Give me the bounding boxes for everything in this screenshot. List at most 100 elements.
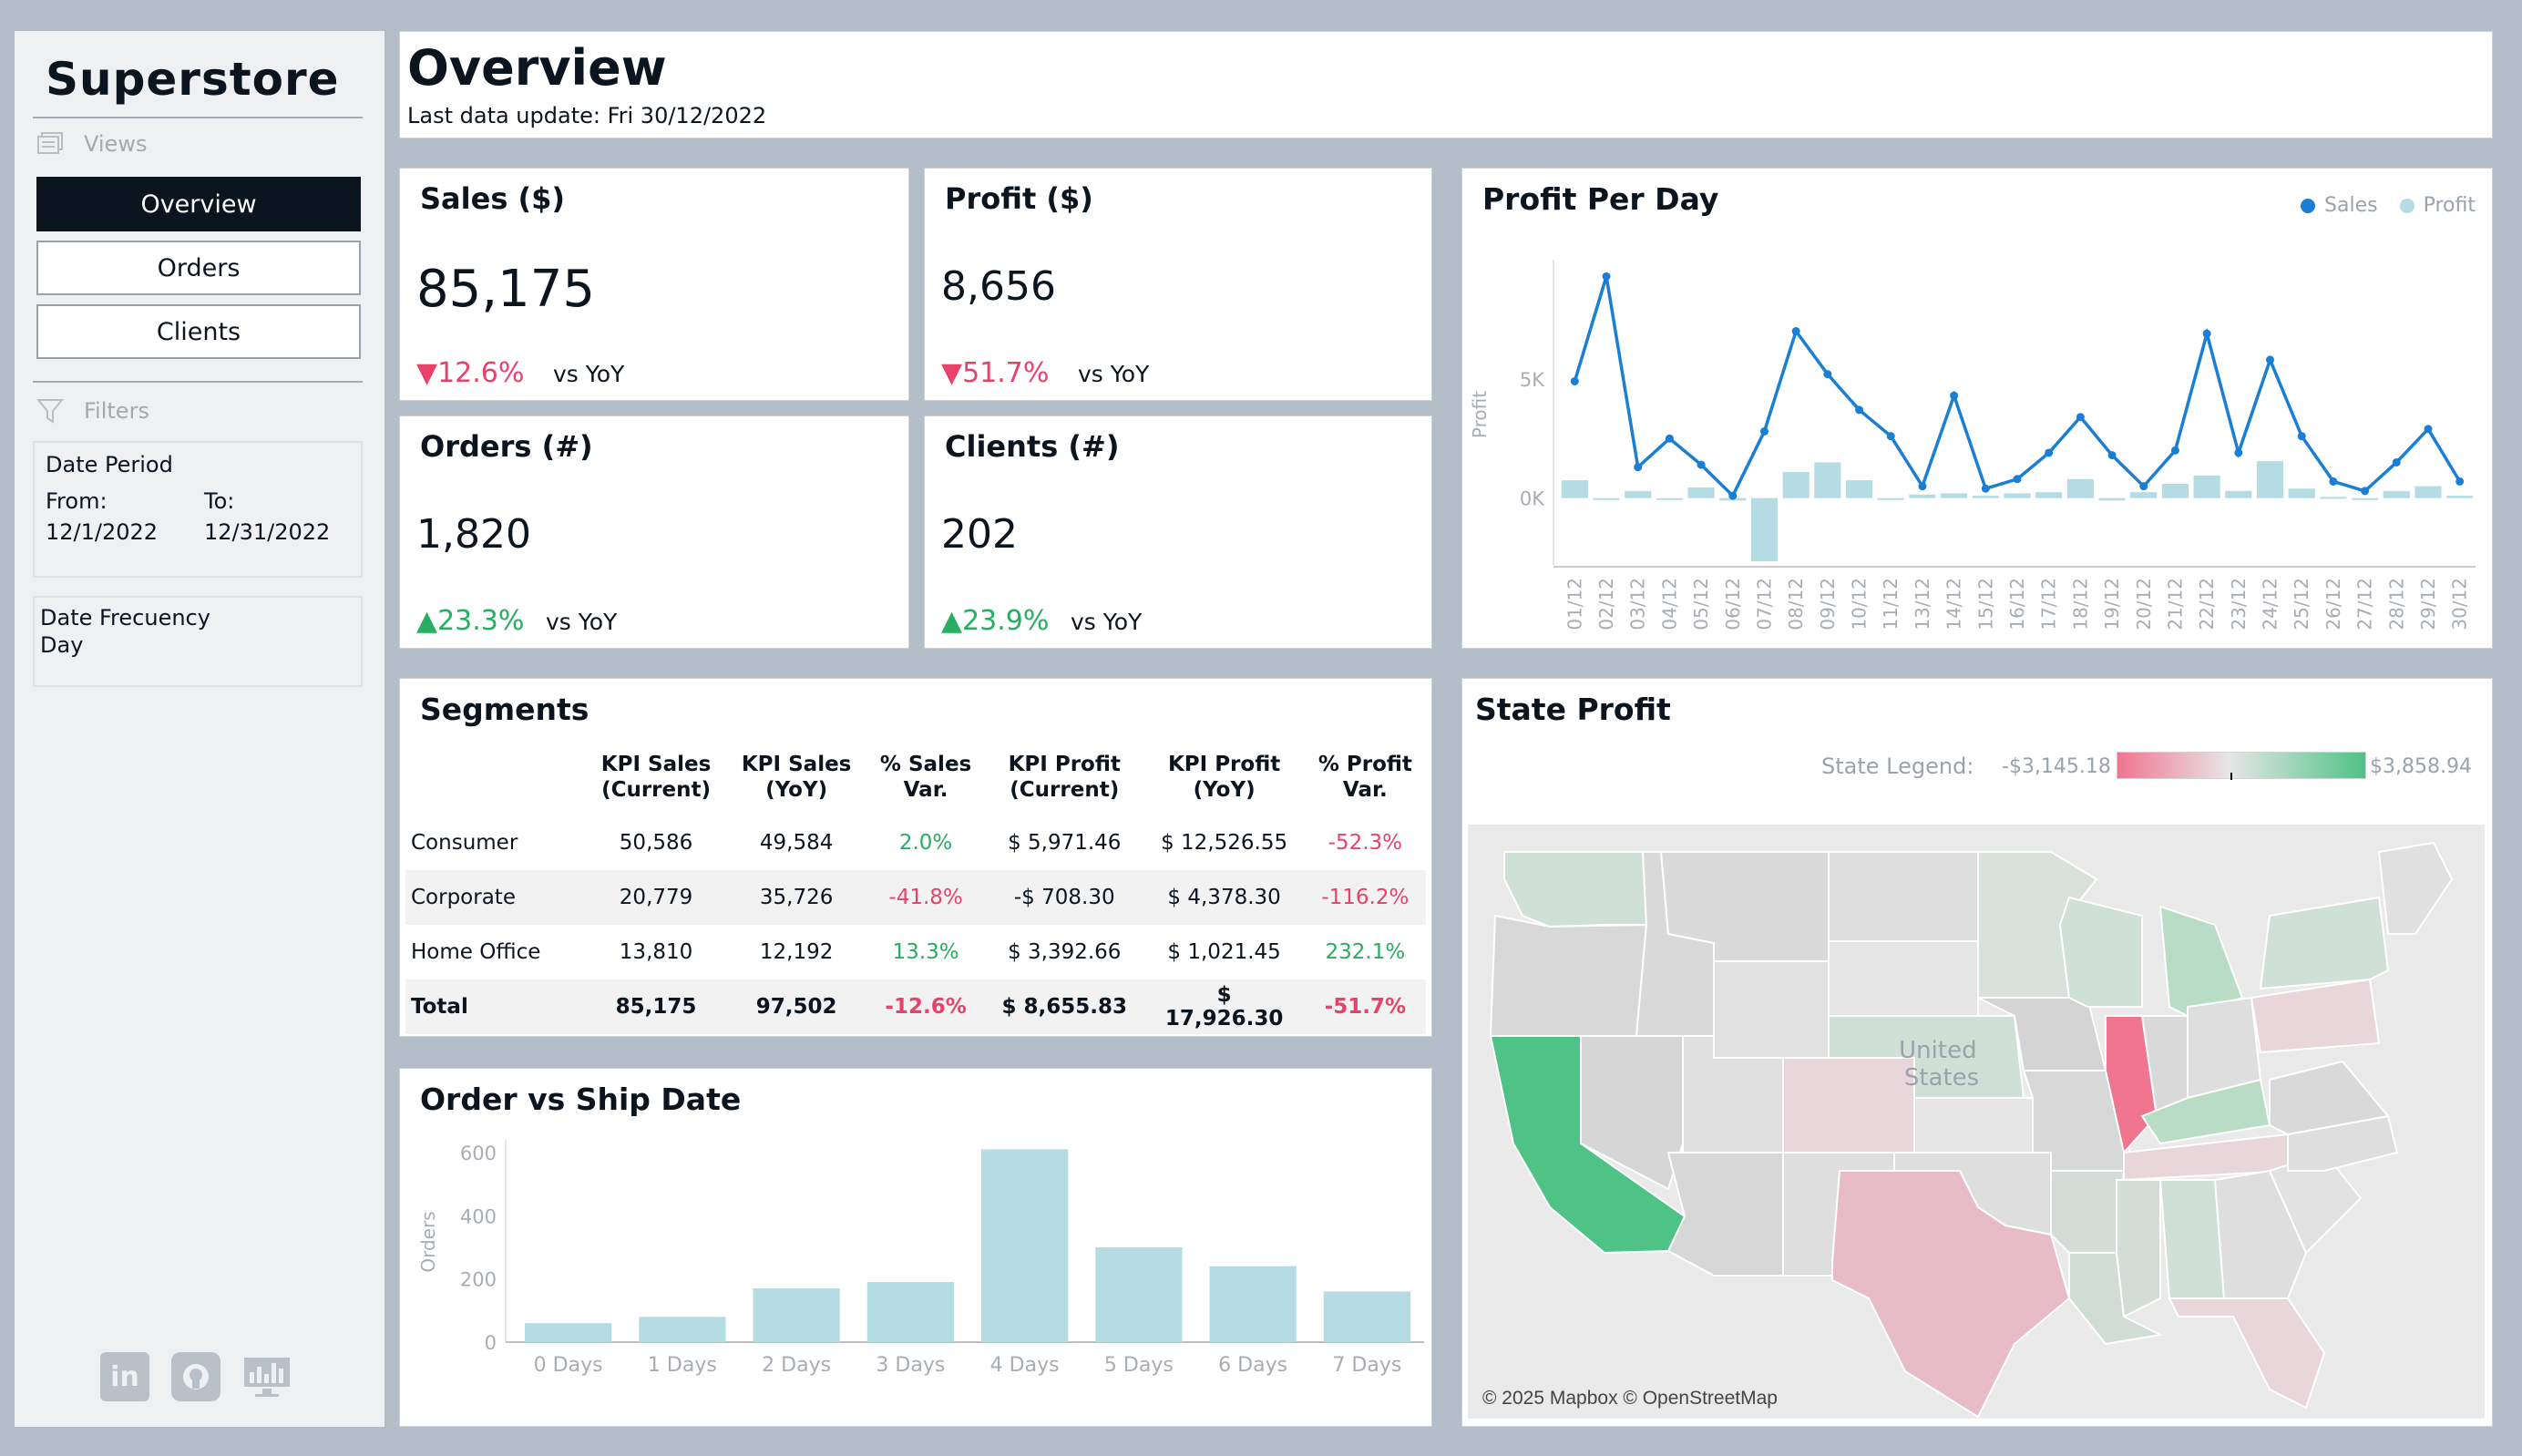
state-south-dakota[interactable] — [1828, 940, 1979, 1017]
state-arkansas[interactable] — [2050, 1170, 2126, 1254]
kpi-value: 85,175 — [416, 260, 595, 319]
state-virginia[interactable] — [2269, 1060, 2390, 1136]
segment-name: Home Office — [411, 940, 541, 964]
legend-max-value: $3,858.94 — [2370, 755, 2472, 778]
us-state-map[interactable]: United States — [1468, 825, 2485, 1419]
page-title: Overview — [407, 39, 667, 97]
x-tick-label: 13/12 — [1912, 578, 1933, 631]
legend-label: Profit — [2423, 194, 2476, 217]
x-tick-label: 7 Days — [1332, 1354, 1401, 1377]
sales-point — [2076, 413, 2085, 422]
sales-point — [1759, 426, 1768, 436]
sales-point — [2234, 448, 2243, 457]
profit-per-day-card: Profit Per Day Sales Profit 5K 0K Profit 01… — [1461, 168, 2493, 649]
github-icon[interactable] — [171, 1352, 220, 1401]
sales-point — [1886, 432, 1895, 441]
kpi-clients-card: Clients (#) 202 ▲23.9% vs YoY — [924, 415, 1432, 649]
last-update-text: Last data update: Fri 30/12/2022 — [407, 103, 767, 128]
order-bar — [1209, 1266, 1297, 1342]
date-period-filter[interactable]: Date Period From: 12/1/2022 To: 12/31/20… — [33, 441, 363, 578]
y-tick-label: 0K — [1520, 488, 1545, 510]
profit-bar — [2414, 486, 2442, 498]
x-tick-label: 11/12 — [1880, 578, 1902, 631]
linkedin-icon[interactable]: in — [100, 1352, 149, 1401]
table-cell: $ 4,378.30 — [1143, 870, 1305, 925]
state-mississippi[interactable] — [2116, 1179, 2161, 1318]
state-north-dakota[interactable] — [1828, 851, 1979, 942]
table-cell: -52.3% — [1328, 831, 1403, 855]
x-tick-label: 24/12 — [2260, 578, 2281, 631]
table-row: Corporate 20,779 35,726 -41.8% -$ 708.30… — [405, 870, 1426, 925]
date-frequency-label: Date Frecuency — [40, 605, 210, 631]
nav-clients-button[interactable]: Clients — [36, 304, 361, 359]
x-tick-label: 18/12 — [2069, 578, 2091, 631]
date-frequency-value[interactable]: Day — [40, 632, 84, 658]
kpi-title: Sales ($) — [420, 181, 566, 216]
profit-bar — [2004, 493, 2031, 498]
x-tick-label: 05/12 — [1690, 578, 1712, 631]
x-tick-label: 20/12 — [2133, 578, 2155, 631]
table-total-row: Total 85,175 97,502 -12.6% $ 8,655.83 $ … — [405, 979, 1426, 1034]
profit-bar — [2193, 475, 2220, 498]
sales-point — [1634, 463, 1643, 472]
state-wisconsin[interactable] — [2058, 896, 2143, 1008]
x-tick-label: 26/12 — [2322, 578, 2344, 631]
state-new-york[interactable] — [2259, 896, 2390, 990]
sales-point — [2329, 477, 2338, 486]
kpi-yoy-label: vs YoY — [1078, 361, 1150, 387]
date-frequency-filter[interactable]: Date Frecuency Day — [33, 596, 363, 687]
order-bar — [866, 1282, 954, 1342]
state-profit-card: State Profit State Legend: -$3,145.18 $3… — [1461, 678, 2493, 1427]
to-date-value[interactable]: 12/31/2022 — [204, 519, 331, 545]
state-texas[interactable] — [1831, 1170, 2071, 1419]
profit-bar — [1877, 497, 1904, 500]
from-date-value[interactable]: 12/1/2022 — [46, 519, 159, 545]
segment-name: Total — [405, 979, 586, 1034]
state-new-england[interactable] — [2377, 841, 2454, 935]
x-tick-label: 5 Days — [1104, 1354, 1174, 1377]
state-wyoming[interactable] — [1713, 960, 1830, 1059]
profit-bar — [2446, 496, 2474, 498]
state-pennsylvania[interactable] — [2250, 978, 2381, 1054]
column-header: % Profit Var. — [1317, 753, 1412, 802]
state-colorado[interactable] — [1782, 1057, 1915, 1154]
sales-point — [1602, 272, 1611, 281]
profit-bar — [2161, 484, 2189, 498]
profit-bar — [2225, 490, 2252, 498]
legend-min-value: -$3,145.18 — [2002, 755, 2111, 778]
x-tick-label: 16/12 — [2006, 578, 2028, 631]
brand-title: Superstore — [46, 53, 340, 106]
kpi-title: Clients (#) — [945, 429, 1120, 464]
state-kansas[interactable] — [1913, 1097, 2034, 1154]
state-florida[interactable] — [2168, 1297, 2326, 1410]
state-washington[interactable] — [1503, 851, 1648, 928]
x-tick-label: 1 Days — [648, 1354, 717, 1377]
nav-overview-button[interactable]: Overview — [36, 177, 361, 231]
table-header-row: KPI Sales (Current) KPI Sales (YoY) % Sa… — [405, 750, 1426, 815]
sales-point — [1665, 434, 1674, 443]
state-oregon[interactable] — [1489, 914, 1648, 1037]
column-header: KPI Profit (Current) — [1008, 753, 1121, 802]
state-legend-label: State Legend: — [1821, 754, 1974, 779]
state-kentucky[interactable] — [2140, 1078, 2271, 1145]
state-alabama[interactable] — [2158, 1179, 2226, 1299]
x-tick-label: 6 Days — [1218, 1354, 1287, 1377]
table-cell: 20,779 — [586, 870, 727, 925]
column-header — [405, 750, 586, 815]
order-bar — [525, 1323, 612, 1342]
legend-label: Sales — [2324, 194, 2378, 217]
sales-point — [2107, 451, 2117, 460]
profit-bar — [1625, 490, 1652, 498]
y-tick-label: 5K — [1520, 369, 1545, 391]
filters-section: Filters — [36, 397, 149, 425]
views-label: Views — [84, 131, 148, 157]
chart-legend: Sales Profit — [2301, 194, 2476, 217]
state-arizona[interactable] — [1666, 1152, 1784, 1277]
tableau-profile-icon[interactable] — [242, 1352, 292, 1401]
map-country-label: United States — [1899, 1037, 1984, 1092]
table-cell: 13,810 — [619, 940, 693, 964]
table-cell: -116.2% — [1304, 870, 1426, 925]
map-attribution[interactable]: © 2025 Mapbox © OpenStreetMap — [1482, 1388, 1778, 1409]
table-cell: $ 12,526.55 — [1161, 831, 1288, 855]
nav-orders-button[interactable]: Orders — [36, 241, 361, 295]
